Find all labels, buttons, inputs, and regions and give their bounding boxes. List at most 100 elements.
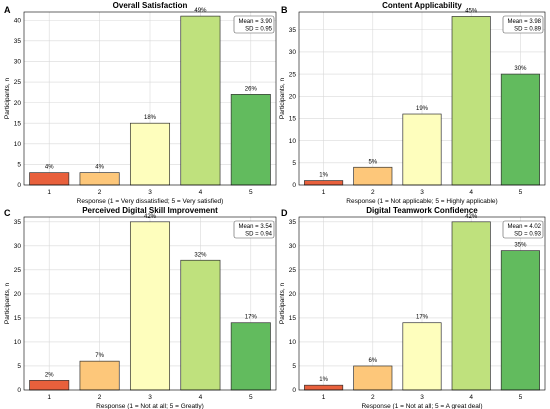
y-axis-label: Participants, n — [4, 283, 11, 325]
x-tick-label: 5 — [519, 189, 523, 196]
data-label: 49% — [194, 8, 207, 14]
y-axis-label: Participants, n — [279, 283, 286, 325]
data-label: 35% — [514, 243, 527, 249]
plot-frame — [23, 216, 277, 391]
x-tick-label: 2 — [98, 189, 102, 196]
x-tick-label: 2 — [98, 394, 102, 401]
x-tick-label: 1 — [47, 189, 51, 196]
bar-5 — [230, 94, 271, 186]
bar-4 — [180, 259, 221, 391]
y-tick-label: 5 — [17, 363, 21, 370]
bar-2 — [79, 172, 120, 186]
y-tick-label: 0 — [17, 387, 21, 394]
x-tick-label: 1 — [322, 189, 326, 196]
x-tick-label: 4 — [199, 394, 203, 401]
data-label: 5% — [368, 159, 377, 165]
y-tick-label: 10 — [289, 138, 297, 145]
data-label: 19% — [416, 106, 429, 112]
stats-box — [233, 15, 275, 34]
y-tick-label: 25 — [14, 79, 22, 86]
bar-3 — [129, 122, 171, 186]
y-axis-label: Participants, n — [4, 78, 11, 120]
y-tick-label: 0 — [292, 387, 296, 394]
x-tick-label: 1 — [322, 394, 326, 401]
bar-2 — [79, 360, 120, 391]
y-tick-label: 30 — [289, 49, 297, 56]
plot-frame — [298, 11, 546, 186]
stats-mean: Mean = 3.98 — [507, 19, 541, 25]
panel-letter: D — [281, 208, 288, 218]
x-axis-label: Response (1 = Not at all; 5 = Greatly) — [96, 403, 204, 409]
y-tick-label: 20 — [289, 93, 297, 100]
bar-5 — [500, 73, 540, 186]
stats-box — [502, 220, 544, 239]
y-tick-label: 5 — [292, 160, 296, 167]
bar-2 — [353, 166, 393, 186]
panel-a: A Overall Satisfaction05101520253035404%1… — [4, 1, 277, 205]
bar-5 — [230, 322, 271, 391]
x-tick-label: 4 — [469, 189, 473, 196]
stats-sd: SD = 0.95 — [245, 27, 273, 33]
y-tick-label: 35 — [289, 219, 297, 226]
data-label: 1% — [319, 173, 328, 179]
y-tick-label: 0 — [292, 182, 296, 189]
x-tick-label: 4 — [469, 394, 473, 401]
x-axis-label: Response (1 = Very dissatisfied; 5 = Ver… — [77, 198, 224, 205]
x-tick-label: 3 — [420, 189, 424, 196]
x-tick-label: 3 — [148, 189, 152, 196]
y-tick-label: 10 — [14, 339, 22, 346]
y-tick-label: 30 — [14, 59, 22, 66]
y-tick-label: 30 — [289, 243, 297, 250]
data-label: 45% — [465, 8, 478, 14]
data-label: 17% — [416, 315, 429, 321]
data-label: 1% — [319, 377, 328, 383]
x-tick-label: 5 — [249, 189, 253, 196]
chart-title: Content Applicability — [382, 1, 462, 10]
stats-mean: Mean = 3.90 — [238, 19, 272, 25]
bar-3 — [402, 113, 442, 186]
y-tick-label: 20 — [14, 291, 22, 298]
y-tick-label: 30 — [14, 243, 22, 250]
data-label: 30% — [514, 66, 527, 72]
plot-frame — [298, 216, 546, 391]
plot-frame — [23, 11, 277, 186]
y-tick-label: 15 — [289, 116, 297, 123]
y-tick-label: 15 — [289, 315, 297, 322]
panel-d: D Digital Teamwork Confidence051015202530… — [279, 206, 546, 409]
x-tick-label: 3 — [148, 394, 152, 401]
panel-letter: A — [4, 5, 11, 15]
panel-letter: C — [4, 208, 11, 218]
y-tick-label: 10 — [14, 141, 22, 148]
bar-5 — [500, 250, 540, 391]
stats-sd: SD = 0.94 — [245, 232, 273, 238]
chart-title: Perceived Digital Skill Improvement — [82, 206, 218, 215]
bar-1 — [304, 180, 344, 186]
stats-box — [233, 220, 275, 239]
data-label: 7% — [95, 353, 104, 359]
y-tick-label: 0 — [17, 182, 21, 189]
y-tick-label: 35 — [289, 27, 297, 34]
x-axis-label: Response (1 = Not applicable; 5 = Highly… — [346, 198, 497, 205]
data-label: 4% — [45, 165, 54, 171]
stats-mean: Mean = 3.54 — [238, 224, 272, 230]
y-tick-label: 25 — [289, 267, 297, 274]
chart-title: Overall Satisfaction — [113, 1, 188, 10]
bar-4 — [451, 16, 491, 186]
bar-4 — [180, 15, 221, 186]
data-label: 4% — [95, 165, 104, 171]
y-tick-label: 35 — [14, 38, 22, 45]
x-tick-label: 1 — [47, 394, 51, 401]
data-label: 2% — [45, 372, 54, 378]
x-tick-label: 4 — [199, 189, 203, 196]
bar-1 — [29, 380, 70, 391]
y-tick-label: 10 — [289, 339, 297, 346]
bar-4 — [451, 221, 491, 391]
y-axis-label: Participants, n — [279, 78, 286, 120]
y-tick-label: 5 — [292, 363, 296, 370]
data-label: 6% — [368, 358, 377, 364]
stats-mean: Mean = 4.02 — [507, 224, 541, 230]
x-tick-label: 5 — [249, 394, 253, 401]
x-tick-label: 2 — [371, 394, 375, 401]
bar-1 — [29, 172, 70, 186]
